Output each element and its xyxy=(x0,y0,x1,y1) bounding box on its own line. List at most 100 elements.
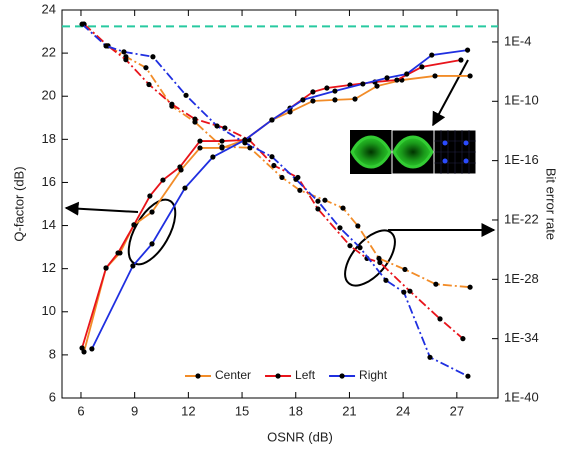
y2-tick-label: 1E-10 xyxy=(504,93,539,108)
q-point xyxy=(160,177,165,182)
x-tick-label: 24 xyxy=(396,403,410,418)
ber-point xyxy=(315,199,320,204)
eye-shape xyxy=(394,137,432,167)
ber-point xyxy=(340,205,345,210)
ber-point xyxy=(183,93,188,98)
q-point xyxy=(429,52,434,57)
x-tick-label: 6 xyxy=(77,403,84,418)
ber-point xyxy=(383,278,388,283)
y2-tick-label: 1E-16 xyxy=(504,152,539,167)
q-point xyxy=(360,81,365,86)
ber-line xyxy=(82,24,468,376)
ber-point xyxy=(219,144,224,149)
q-point xyxy=(130,263,135,268)
q-point xyxy=(219,138,224,143)
q-point xyxy=(394,77,399,82)
y2-tick-label: 1E-40 xyxy=(504,389,539,404)
q-point xyxy=(458,57,463,62)
x-tick-label: 18 xyxy=(289,403,303,418)
page: OSNR (dB) Q-factor (dB) Bit error rate 6… xyxy=(0,0,563,455)
q-point xyxy=(115,250,120,255)
ber-point xyxy=(123,57,128,62)
ber-point xyxy=(467,285,472,290)
chart: OSNR (dB) Q-factor (dB) Bit error rate 6… xyxy=(0,0,563,455)
ber-point xyxy=(337,225,342,230)
y-tick-label: 22 xyxy=(42,45,56,60)
ber-point xyxy=(121,49,126,54)
q-point xyxy=(332,97,337,102)
ber-point xyxy=(214,123,219,128)
ber-point xyxy=(460,336,465,341)
legend-marker xyxy=(275,373,280,378)
ber-point xyxy=(401,290,406,295)
y2-tick-label: 1E-22 xyxy=(504,211,539,226)
ber-point xyxy=(433,282,438,287)
ber-point xyxy=(192,116,197,121)
ber-point xyxy=(297,188,302,193)
y2-axis-label: Bit error rate xyxy=(544,168,559,240)
q-point xyxy=(310,98,315,103)
ber-point xyxy=(143,65,148,70)
q-point xyxy=(182,185,187,190)
q-point xyxy=(149,241,154,246)
y-tick-label: 16 xyxy=(42,174,56,189)
q-point xyxy=(149,209,154,214)
ber-point xyxy=(247,145,252,150)
q-point xyxy=(177,164,182,169)
y-tick-label: 14 xyxy=(42,217,56,232)
y2-tick-label: 1E-28 xyxy=(504,271,539,286)
ber-point xyxy=(169,102,174,107)
ber-point xyxy=(427,355,432,360)
q-point xyxy=(465,47,470,52)
x-tick-label: 27 xyxy=(450,403,464,418)
eye-shape xyxy=(352,137,390,167)
q-point xyxy=(147,193,152,198)
ber-point xyxy=(322,198,327,203)
plot-frame xyxy=(62,10,498,398)
ber-point xyxy=(271,163,276,168)
q-point xyxy=(467,73,472,78)
q-point xyxy=(197,138,202,143)
q-point xyxy=(269,117,274,122)
ber-point xyxy=(79,22,84,27)
ber-point xyxy=(402,267,407,272)
ber-point xyxy=(269,154,274,159)
x-tick-label: 9 xyxy=(131,403,138,418)
legend-label: Right xyxy=(359,368,388,382)
y-tick-label: 8 xyxy=(49,346,56,361)
q-point xyxy=(79,345,84,350)
y2-tick-label: 1E-4 xyxy=(504,33,531,48)
q-point xyxy=(352,96,357,101)
ber-point xyxy=(315,206,320,211)
q-point xyxy=(310,89,315,94)
legend-marker xyxy=(339,373,344,378)
ber-point xyxy=(347,243,352,248)
legend-label: Center xyxy=(215,368,251,382)
y-tick-label: 6 xyxy=(49,389,56,404)
x-tick-label: 21 xyxy=(342,403,356,418)
y2-tick-label: 1E-34 xyxy=(504,330,539,345)
y-tick-label: 20 xyxy=(42,88,56,103)
y-tick-label: 12 xyxy=(42,260,56,275)
q-point xyxy=(332,88,337,93)
y-tick-label: 10 xyxy=(42,303,56,318)
eye-inset xyxy=(350,130,476,174)
ber-point xyxy=(279,175,284,180)
q-point xyxy=(103,265,108,270)
ber-point xyxy=(150,54,155,59)
x-tick-label: 15 xyxy=(235,403,249,418)
y-axis-label: Q-factor (dB) xyxy=(11,166,26,241)
q-line xyxy=(82,60,461,348)
ber-point xyxy=(355,223,360,228)
q-point xyxy=(404,71,409,76)
y-tick-label: 24 xyxy=(42,1,56,16)
q-point xyxy=(300,97,305,102)
ber-point xyxy=(437,316,442,321)
q-point xyxy=(131,222,136,227)
arrow-left xyxy=(66,208,138,212)
ber-point xyxy=(146,82,151,87)
ber-point xyxy=(357,245,362,250)
ber-point xyxy=(407,289,412,294)
q-point xyxy=(419,64,424,69)
x-tick-label: 12 xyxy=(181,403,195,418)
